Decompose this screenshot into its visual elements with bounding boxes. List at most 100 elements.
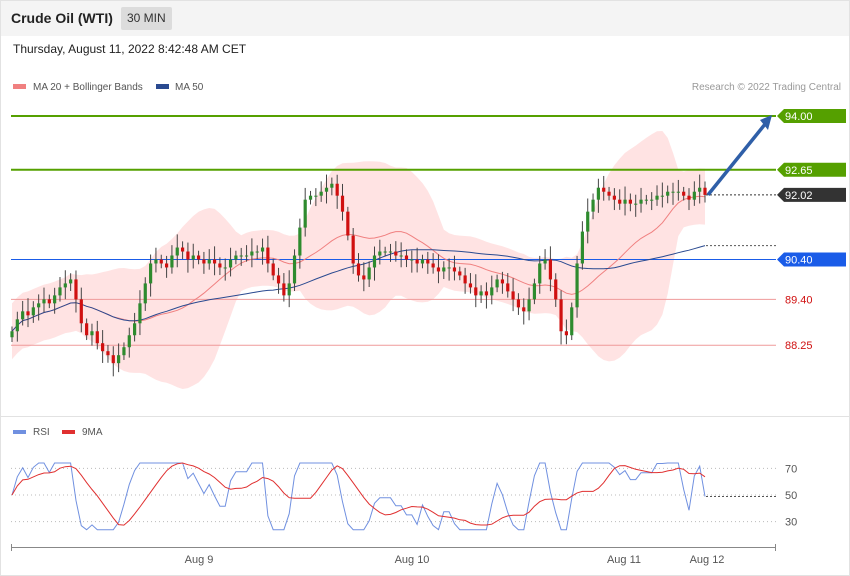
rsi-ma-line: [11, 462, 706, 526]
candle-body: [244, 255, 249, 257]
candle-body: [458, 271, 462, 276]
candle: [170, 245, 174, 274]
candle-body: [282, 283, 286, 296]
candle-body: [602, 187, 606, 192]
candle: [101, 330, 105, 363]
chart-header: Crude Oil (WTI) 30 MIN: [0, 0, 850, 36]
candle-body: [575, 263, 579, 308]
candle: [191, 243, 195, 269]
candle-body: [196, 255, 201, 260]
candle: [516, 293, 521, 315]
candle-body: [191, 255, 195, 260]
candle: [367, 261, 371, 288]
candle: [362, 262, 366, 292]
candle-body: [266, 247, 270, 264]
legend-rsi: RSI: [33, 427, 50, 438]
candle-body: [447, 267, 451, 269]
candle-body: [570, 307, 574, 336]
candle-body: [586, 211, 590, 232]
candle-body: [564, 331, 568, 336]
candle: [79, 287, 83, 333]
rsi-line: [11, 462, 706, 531]
candle: [90, 323, 94, 346]
candle-body: [623, 199, 627, 204]
candle-body: [404, 255, 409, 260]
candle-body: [260, 247, 265, 252]
candle: [143, 277, 147, 311]
candle-body: [154, 259, 158, 264]
level-label: 92.65: [785, 165, 813, 177]
candle: [564, 319, 568, 345]
candle: [394, 241, 398, 262]
candle: [522, 298, 526, 325]
legend-swatch-9ma: [62, 430, 75, 434]
candle-body: [671, 191, 675, 193]
timeframe-badge[interactable]: 30 MIN: [121, 7, 172, 30]
candle: [266, 235, 270, 273]
candle-body: [42, 299, 46, 304]
candle-body: [324, 187, 329, 192]
candle-body: [133, 323, 137, 336]
candle-body: [692, 191, 696, 200]
candle-body: [314, 195, 318, 197]
candle: [692, 181, 696, 206]
candle-body: [490, 287, 494, 296]
candle-body: [388, 251, 393, 253]
arrow-head: [760, 114, 772, 130]
candle: [548, 246, 553, 292]
candle-body: [85, 323, 89, 336]
candle-body: [500, 279, 505, 284]
candle: [660, 182, 664, 208]
candle-body: [298, 227, 302, 256]
candle-body: [37, 303, 41, 308]
candle: [319, 181, 323, 202]
candle: [618, 189, 622, 210]
candle-body: [362, 275, 366, 280]
candle: [223, 258, 227, 281]
candle: [490, 275, 494, 305]
candle-body: [687, 195, 691, 200]
candle-body: [117, 355, 121, 364]
candle-body: [101, 343, 105, 352]
candle: [676, 179, 680, 201]
candle-body: [442, 267, 446, 272]
candle-body: [596, 187, 600, 200]
candle-body: [74, 279, 78, 300]
legend-swatch-ma50: [156, 84, 169, 89]
candle: [372, 246, 377, 281]
candle: [586, 198, 590, 244]
candle: [570, 302, 574, 341]
candle-body: [10, 331, 14, 338]
candle: [559, 290, 563, 345]
candle-body: [47, 299, 51, 304]
candle-body: [538, 263, 542, 284]
candle: [378, 239, 382, 265]
candle: [196, 250, 201, 265]
candle-body: [479, 291, 483, 296]
candle: [703, 181, 707, 203]
candle: [655, 185, 659, 206]
level-label: 88.25: [785, 340, 813, 352]
candle-body: [420, 259, 425, 264]
candle-body: [607, 191, 611, 196]
candle-body: [250, 251, 254, 256]
candle: [250, 238, 254, 268]
candle-body: [612, 195, 616, 200]
candle-body: [127, 335, 131, 348]
candle: [335, 174, 339, 209]
candle: [53, 287, 57, 314]
candle: [111, 346, 115, 377]
candle-body: [383, 251, 387, 253]
candle: [180, 241, 185, 260]
candle: [10, 326, 14, 343]
candle-body: [399, 255, 403, 257]
level-tag: [777, 187, 846, 202]
candle: [543, 249, 547, 270]
candle-body: [676, 191, 680, 193]
candle: [324, 174, 329, 204]
candle-body: [15, 319, 19, 332]
candle-body: [666, 191, 670, 196]
candle-body: [186, 251, 190, 260]
candle-body: [410, 259, 414, 261]
candle-body: [63, 283, 67, 288]
